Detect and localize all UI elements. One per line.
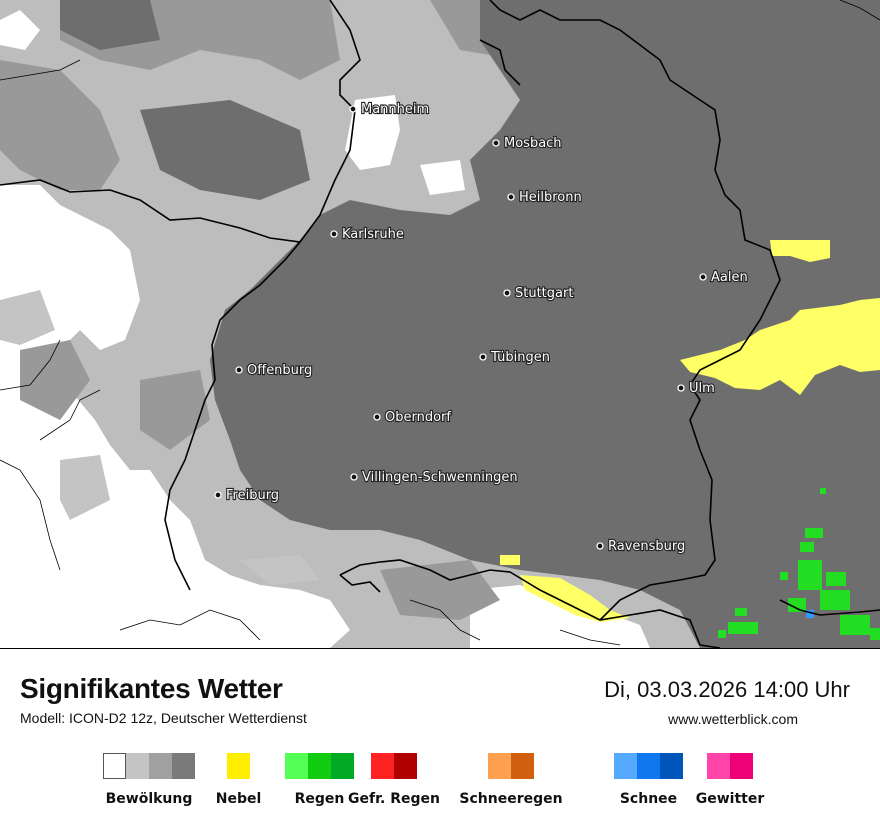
legend-swatches: [707, 753, 753, 781]
city-markers: Mannheim Mosbach Heilbronn Karlsruhe Aalen St…: [214, 101, 749, 555]
legend-item-1: Nebel: [216, 753, 261, 807]
borders: [0, 0, 880, 648]
city-label: Oberndorf: [385, 410, 451, 425]
legend-label: Nebel: [215, 791, 262, 807]
legend-swatch: [511, 753, 534, 779]
forecast-datetime: Di, 03.03.2026 14:00 Uhr: [604, 677, 850, 702]
city-label: Offenburg: [247, 363, 312, 378]
city-dot: [350, 473, 358, 481]
cloud-layer-dark: [60, 0, 880, 648]
legend-item-3: Gefr. Regen: [348, 753, 440, 807]
city-label: Heilbronn: [519, 190, 582, 205]
city-t-bingen: Tübingen: [479, 349, 551, 366]
legend-swatch: [707, 753, 730, 779]
legend-swatch: [730, 753, 753, 779]
footer: Signifikantes Wetter Modell: ICON-D2 12z…: [0, 649, 880, 830]
legend-label: Gewitter: [695, 791, 765, 807]
model-info: Modell: ICON-D2 12z, Deutscher Wetterdie…: [20, 710, 307, 726]
city-label: Tübingen: [490, 350, 550, 365]
city-karlsruhe: Karlsruhe: [330, 226, 405, 243]
legend-swatch: [227, 753, 250, 779]
cloud-patches: [0, 290, 320, 585]
fog-areas: [500, 240, 880, 622]
city-dot: [677, 384, 685, 392]
city-label: Ulm: [689, 381, 715, 396]
city-ulm: Ulm: [677, 380, 716, 397]
city-dot: [596, 542, 604, 550]
map-title: Signifikantes Wetter: [20, 673, 283, 704]
legend-swatch: [331, 753, 354, 779]
city-villingen-schwenningen: Villingen-Schwenningen: [350, 469, 519, 486]
legend-swatch: [660, 753, 683, 779]
city-label: Mosbach: [504, 136, 562, 151]
city-dot: [479, 353, 487, 361]
legend-item-6: Gewitter: [696, 753, 764, 807]
legend-swatch: [637, 753, 660, 779]
legend-swatches: [227, 753, 250, 781]
legend-swatch: [394, 753, 417, 779]
legend-swatch: [371, 753, 394, 779]
legend-item-2: Regen: [285, 753, 354, 807]
weather-map: Mannheim Mosbach Heilbronn Karlsruhe Aalen St…: [0, 0, 880, 649]
legend-swatch: [614, 753, 637, 779]
city-mannheim: Mannheim: [349, 101, 430, 118]
legend-item-0: Bewölkung: [103, 753, 195, 807]
legend-label: Schnee: [619, 791, 678, 807]
city-heilbronn: Heilbronn: [507, 189, 583, 206]
snow-cell: [806, 610, 814, 618]
legend-swatch: [126, 753, 149, 779]
legend-swatch: [149, 753, 172, 779]
city-dot: [373, 413, 381, 421]
city-label: Mannheim: [361, 102, 429, 117]
city-label: Karlsruhe: [342, 227, 404, 242]
city-dot: [214, 491, 222, 499]
city-mosbach: Mosbach: [492, 135, 563, 152]
region-lines: [0, 0, 880, 646]
city-aalen: Aalen: [699, 269, 749, 286]
city-dot: [699, 273, 707, 281]
legend-swatches: [103, 753, 195, 781]
legend-swatch: [172, 753, 195, 779]
website-link[interactable]: www.wetterblick.com: [668, 711, 798, 727]
city-stuttgart: Stuttgart: [503, 285, 575, 302]
rain-areas: [718, 488, 880, 640]
city-dot: [492, 139, 500, 147]
city-label: Villingen-Schwenningen: [362, 470, 518, 485]
legend: Bewölkung Nebel Regen Gefr. Regen Schneerege…: [0, 753, 880, 813]
legend-label: Bewölkung: [105, 791, 193, 807]
weather-map-canvas: Mannheim Mosbach Heilbronn Karlsruhe Aalen St…: [0, 0, 880, 648]
legend-swatch: [103, 753, 126, 779]
city-ravensburg: Ravensburg: [596, 538, 686, 555]
legend-item-5: Schnee: [614, 753, 683, 807]
city-label: Stuttgart: [515, 286, 573, 301]
legend-swatch: [308, 753, 331, 779]
city-label: Ravensburg: [608, 539, 685, 554]
city-dot: [235, 366, 243, 374]
legend-swatches: [371, 753, 417, 781]
legend-label: Regen: [294, 791, 345, 807]
city-freiburg: Freiburg: [214, 487, 280, 504]
city-dot: [349, 105, 357, 113]
legend-label: Schneeregen: [459, 791, 563, 807]
legend-swatches: [285, 753, 354, 781]
city-dot: [503, 289, 511, 297]
legend-label: Gefr. Regen: [348, 791, 440, 807]
city-oberndorf: Oberndorf: [373, 409, 452, 426]
legend-swatch: [285, 753, 308, 779]
city-dot: [507, 193, 515, 201]
city-label: Freiburg: [226, 488, 279, 503]
legend-item-4: Schneeregen: [459, 753, 563, 807]
legend-swatches: [488, 753, 534, 781]
legend-swatches: [614, 753, 683, 781]
legend-swatch: [488, 753, 511, 779]
city-label: Aalen: [711, 270, 748, 285]
city-dot: [330, 230, 338, 238]
city-offenburg: Offenburg: [235, 362, 313, 379]
